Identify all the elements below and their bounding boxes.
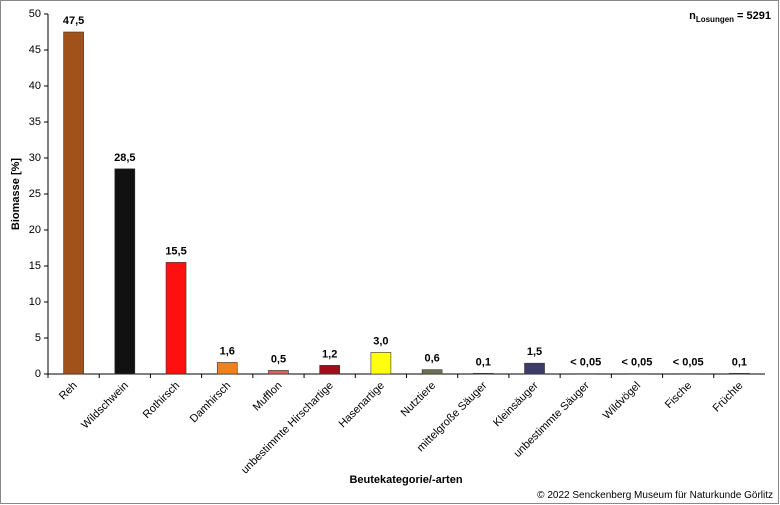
bar	[524, 362, 545, 375]
y-tick-label: 5	[35, 332, 41, 344]
y-tick-label: 40	[29, 80, 41, 92]
annotation-rest: = 5291	[737, 10, 771, 22]
y-tick-label: 25	[29, 188, 41, 200]
y-tick-label: 50	[29, 8, 41, 20]
value-label: 0,1	[476, 356, 491, 368]
bar	[63, 31, 84, 375]
y-tick-label: 30	[29, 152, 41, 164]
x-axis-title: Beutekategorie/-arten	[349, 474, 462, 486]
value-label: 1,5	[527, 346, 542, 358]
y-tick-label: 35	[29, 116, 41, 128]
value-label: 1,2	[322, 348, 337, 360]
bar	[729, 372, 750, 375]
annotation-sub: Losungen	[696, 15, 734, 24]
y-axis-title: Biomasse [%]	[10, 158, 22, 230]
bar	[370, 352, 392, 375]
credit: © 2022 Senckenberg Museum für Naturkunde…	[537, 490, 773, 501]
value-label: 0,1	[732, 356, 747, 368]
y-tick-label: 0	[35, 368, 41, 380]
y-tick-label: 10	[29, 296, 41, 308]
value-label: 0,6	[424, 353, 439, 365]
value-label: < 0,05	[570, 357, 601, 369]
y-tick-label: 20	[29, 224, 41, 236]
value-label: 0,5	[271, 353, 286, 365]
bar	[114, 168, 136, 375]
value-label: 3,0	[373, 335, 388, 347]
value-label: < 0,05	[622, 357, 653, 369]
value-label: 15,5	[165, 245, 186, 257]
y-tick-label: 45	[29, 44, 41, 56]
bar	[421, 369, 443, 375]
bar	[268, 370, 289, 375]
bar	[319, 365, 340, 375]
value-label: < 0,05	[673, 357, 704, 369]
annotation-n: n	[689, 10, 696, 22]
bar	[216, 362, 238, 375]
value-label: 28,5	[114, 152, 135, 164]
bar	[473, 372, 494, 375]
y-tick-label: 15	[29, 260, 41, 272]
bar	[165, 262, 187, 375]
value-label: 1,6	[220, 345, 235, 357]
value-label: 47,5	[63, 15, 84, 27]
annotation: nLosungen = 5291	[689, 10, 771, 24]
